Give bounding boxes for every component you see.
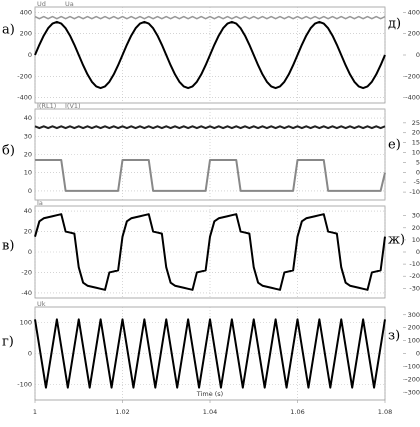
y-tick-label: -10 [409,260,420,268]
x-axis-label: Time (s) [196,390,223,398]
y-tick-label: -400 [17,94,32,102]
panel-label: б) [2,144,15,159]
legend-label: Ia [37,199,43,207]
y-tick-label: -100 [405,362,420,370]
y-tick-label: 20 [24,228,32,236]
y-tick-label: -200 [405,72,420,80]
series-line [34,15,386,20]
y-tick-label: 10 [412,149,420,157]
y-tick-label: -40 [21,289,32,297]
y-tick-label: 0 [28,51,32,59]
y-tick-label: 0 [416,51,420,59]
y-tick-label: 200 [408,30,420,38]
x-tick-label: 1.08 [378,408,392,416]
y-tick-label: -400 [405,94,420,102]
y-tick-label: 0 [28,187,32,195]
y-tick-label: 200 [408,324,420,332]
y-tick-label: -10 [409,188,420,196]
y-tick-label: 0 [28,248,32,256]
series-line [35,158,386,192]
x-tick-label: 1.02 [115,408,129,416]
y-tick-label: 30 [24,132,32,140]
y-tick-label: -30 [409,284,420,292]
y-tick-label: -200 [405,375,420,383]
y-tick-label: 200 [20,30,32,38]
x-tick-label: 1.04 [203,408,217,416]
y-tick-label: 100 [20,319,32,327]
series-line [34,213,386,291]
y-tick-label: 40 [24,114,32,122]
y-tick-label: 10 [412,236,420,244]
series-line [34,20,386,90]
x-tick-label: 1.06 [290,408,304,416]
y-tick-label: 30 [412,212,420,220]
y-tick-label: 0 [416,168,420,176]
panel-label: г) [2,335,14,350]
y-tick-label: 300 [408,311,420,319]
y-tick-label: 0 [416,248,420,256]
y-tick-label: -300 [405,388,420,396]
y-tick-label: 20 [412,129,420,137]
y-tick-label: -20 [21,268,32,276]
y-tick-label: 20 [24,151,32,159]
series-line [34,125,386,130]
y-tick-label: -100 [17,381,32,389]
y-tick-label: 15 [412,139,420,147]
y-tick-label: -20 [409,272,420,280]
x-tick-label: 1 [33,408,37,416]
y-tick-label: -200 [17,72,32,80]
legend-label: Ua [65,0,74,8]
panel-label: е) [388,138,401,153]
panel-label: а) [2,23,15,38]
panel-label: д) [388,17,401,32]
panel-label: з) [388,329,400,344]
y-tick-label: 400 [408,8,420,16]
y-tick-label: 20 [412,224,420,232]
y-tick-label: 0 [416,350,420,358]
y-tick-label: 100 [408,337,420,345]
panel-label: ж) [388,233,405,248]
y-tick-label: -5 [414,178,420,186]
y-tick-label: 25 [412,119,420,127]
y-tick-label: 10 [24,169,32,177]
legend-label: I(V1) [65,102,81,110]
y-tick-label: 0 [28,350,32,358]
y-tick-label: 40 [24,207,32,215]
legend-label: Uk [37,300,46,308]
legend-label: I(RL1) [37,102,56,110]
legend-label: Ud [37,0,46,8]
y-tick-label: 5 [416,158,420,166]
panel-label: в) [2,239,14,254]
series-line [34,318,386,389]
y-tick-label: 400 [20,8,32,16]
